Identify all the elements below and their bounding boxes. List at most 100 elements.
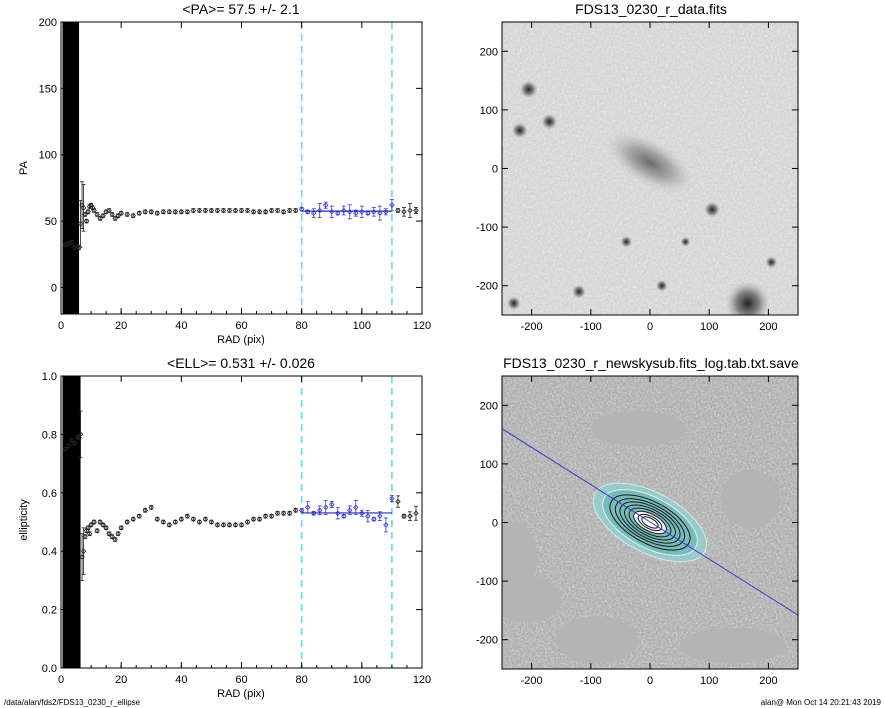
ell-data-point	[68, 437, 75, 444]
ell-data-point	[91, 519, 97, 525]
img2-x-tick-label: -200	[521, 675, 543, 687]
ell-data-point	[178, 516, 185, 522]
img2-y-tick-label: -100	[476, 576, 498, 588]
ell-data-point	[298, 507, 305, 514]
ell-y-tick-label: 0.2	[42, 605, 57, 617]
pa-data-point	[413, 207, 419, 214]
pa-data-point	[85, 209, 91, 215]
ell-data-point	[82, 533, 88, 540]
pa-data-point	[214, 207, 221, 214]
pa-inner-region	[62, 22, 80, 314]
ell-data-point	[232, 522, 239, 528]
star-blob	[725, 281, 770, 315]
pa-data-point	[232, 207, 239, 214]
pa-x-tick-label: 40	[175, 320, 187, 332]
ell-data-point	[280, 510, 287, 517]
pa-frame	[60, 21, 423, 315]
major-axis-line	[502, 428, 798, 616]
ell-data-point	[395, 495, 401, 508]
pa-data-point	[328, 205, 335, 218]
pa-data-point	[316, 203, 323, 218]
ell-data-point	[100, 522, 106, 528]
star-blob	[541, 113, 558, 130]
pa-data-point	[166, 209, 173, 215]
ell-data-point	[103, 525, 109, 531]
pa-data-point	[91, 207, 97, 214]
ell-data-point	[383, 517, 389, 533]
pa-data-point	[359, 205, 365, 218]
ell-data-point	[124, 519, 130, 525]
ell-data-point	[274, 510, 281, 517]
footer-timestamp: alan@ Mon Oct 14 20:21:43 2019	[760, 698, 881, 707]
star-blob	[704, 201, 721, 218]
ell-x-tick-label: 40	[175, 674, 187, 686]
ell-y-tick-label: 0.0	[42, 663, 57, 675]
img2-y-tick-label: 200	[480, 400, 498, 412]
pa-data-point	[118, 210, 124, 216]
ell-data-point	[88, 522, 94, 528]
ell-data-point	[196, 519, 203, 525]
ell-x-tick-label: 60	[235, 674, 247, 686]
pa-data-point	[268, 207, 275, 214]
ell-x-tick-label: 80	[296, 674, 308, 686]
img2-image	[502, 376, 798, 669]
ell-chart-title: <ELL>= 0.531 +/- 0.026	[167, 355, 315, 371]
pa-data-point	[401, 207, 407, 217]
ell-plot-area: 0 20 40 60 80 100 120 0.0 0.2 0.4 0.6 0.8 1.0	[42, 371, 431, 686]
footer-path: /data/alan/fds2/FDS13_0230_r_ellipse	[4, 698, 141, 707]
pa-y-tick-label: 0	[51, 282, 57, 294]
ell-data-point	[292, 507, 299, 514]
pa-data-point	[196, 207, 203, 214]
ell-data-point	[71, 440, 78, 446]
pa-data-point	[208, 207, 215, 214]
ell-x-tick-label: 120	[413, 674, 431, 686]
pa-data-point	[106, 207, 112, 214]
isophote-ellipse	[609, 494, 691, 551]
star-blob	[519, 80, 538, 99]
img2-y-tick-label: -200	[476, 635, 498, 647]
pa-x-tick-label: 100	[353, 320, 371, 332]
ell-data-point	[142, 507, 148, 514]
model-image-area: -200 -100 0 100 200 -200 -100 0 100 200	[476, 375, 799, 687]
pa-data-point	[130, 213, 136, 219]
pa-data-point	[100, 213, 106, 219]
ell-data-point	[118, 525, 124, 531]
pa-data-point	[178, 209, 185, 215]
star-blob	[680, 236, 691, 247]
ell-data-point	[130, 516, 136, 522]
ellipticity-profile-chart: <ELL>= 0.531 +/- 0.026 0 20 40 60 80 100 120 0.…	[18, 355, 431, 700]
ell-data-point	[262, 513, 269, 519]
pa-data-point	[80, 184, 87, 232]
ell-y-tick-label: 0.6	[42, 488, 57, 500]
ell-data-point	[286, 510, 293, 517]
pa-data-point	[304, 209, 311, 215]
pa-x-tick-label: 20	[115, 320, 127, 332]
img2-y-tick-label: 100	[480, 459, 498, 471]
ell-data-point	[238, 522, 245, 528]
ell-data-point	[166, 522, 173, 528]
pa-data-point	[148, 209, 155, 215]
img1-x-tick-label: -200	[521, 321, 543, 333]
ell-data-point	[214, 522, 221, 528]
pa-data-point	[109, 211, 115, 218]
pa-data-point	[286, 207, 293, 214]
pa-profile-chart: <PA>= 57.5 +/- 2.1 0 20 40 60 80 100 120 0 50 100…	[18, 1, 431, 346]
img2-x-tick-label: 100	[700, 675, 718, 687]
ell-data-point	[268, 513, 275, 519]
pa-y-tick-label: 150	[39, 83, 57, 95]
pa-y-tick-label: 200	[39, 17, 57, 29]
ell-data-point	[226, 522, 233, 528]
pa-y-tick-label: 50	[45, 216, 57, 228]
data-image-panel: FDS13_0230_r_data.fits -200 -100 0 100 200-2…	[476, 1, 799, 333]
ell-data-point	[85, 525, 91, 531]
ell-data-point	[77, 410, 84, 459]
isophote-ellipse	[614, 498, 686, 547]
ell-data-point	[341, 513, 347, 519]
img1-y-tick-label: -200	[476, 281, 498, 293]
img2-x-tick-label: -100	[580, 675, 602, 687]
masked-region	[502, 522, 538, 593]
pa-x-tick-label: 0	[58, 320, 64, 332]
img1-y-tick-label: 200	[480, 46, 498, 58]
galaxy-blob	[607, 131, 693, 194]
pa-data-point	[244, 207, 251, 214]
